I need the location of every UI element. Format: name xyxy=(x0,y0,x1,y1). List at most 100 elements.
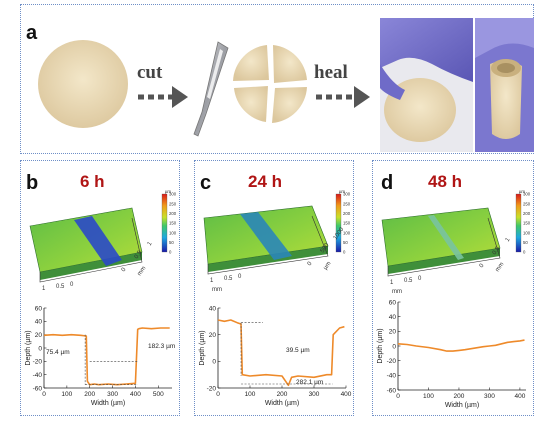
surface-y-tick: 0 xyxy=(121,266,128,273)
colorbar-tick: 100 xyxy=(343,230,351,235)
depth-profile-line xyxy=(43,327,170,386)
depth-profile-line xyxy=(397,339,525,352)
colorbar-tick: 0 xyxy=(343,250,346,255)
heal-label: heal xyxy=(314,62,348,83)
measurement-annotation: 282.1 µm xyxy=(296,379,323,386)
surface-y-tick: 0.5 xyxy=(492,245,502,256)
surface-x-tick: 1 xyxy=(42,286,46,292)
colorbar-tick: 200 xyxy=(343,211,351,216)
panel-b-label: b xyxy=(26,172,39,194)
surface-y-tick: 0 xyxy=(479,262,486,269)
cut-arrow xyxy=(138,86,188,108)
y-axis-label: Depth (µm) xyxy=(377,328,384,363)
colorbar-tick: 150 xyxy=(343,221,351,226)
x-tick-label: 400 xyxy=(341,391,352,398)
surface-frame xyxy=(207,215,329,275)
x-tick-label: 200 xyxy=(84,391,95,398)
colorbar-tick: 250 xyxy=(523,201,531,206)
cut-label: cut xyxy=(137,62,163,83)
surface-x-tick: 1 xyxy=(210,278,214,284)
colorbar-tick: 150 xyxy=(169,221,177,226)
surface-y-unit: mm xyxy=(495,262,506,274)
surface-y-tick: 0.5 xyxy=(134,249,144,260)
surface-scar xyxy=(428,215,464,260)
surface-y-tick: 500 xyxy=(320,242,331,254)
x-axis-label: Width (µm) xyxy=(265,400,299,407)
surface-frame xyxy=(387,217,501,277)
colorbar xyxy=(515,193,522,253)
surface-x-tick: 0 xyxy=(238,274,242,280)
surface-y-tick: 0 xyxy=(307,260,314,267)
surface-scar xyxy=(240,212,292,260)
panel-b xyxy=(20,160,180,416)
surface-x-tick: 0.5 xyxy=(224,276,233,282)
colorbar-unit: µm xyxy=(519,189,526,194)
panel-d-label: d xyxy=(381,172,394,194)
colorbar-tick: 250 xyxy=(169,201,177,206)
colorbar-tick: 100 xyxy=(523,230,531,235)
y-tick-label: 40 xyxy=(35,319,43,326)
x-tick-label: 300 xyxy=(309,391,320,398)
y-tick-label: 60 xyxy=(389,299,397,306)
depth-profile-line xyxy=(217,319,345,387)
scalpel-icon xyxy=(193,41,229,137)
y-tick-label: 40 xyxy=(209,305,217,312)
y-tick-label: 20 xyxy=(35,332,43,339)
surface-y-unit: µm xyxy=(323,261,333,271)
x-tick-label: 300 xyxy=(484,393,495,400)
surface-x-tick: 1 xyxy=(390,280,394,286)
surface-front-wall xyxy=(388,248,500,274)
y-tick-label: -40 xyxy=(33,372,43,379)
surface-x-tick: 0 xyxy=(418,276,422,282)
y-tick-label: -20 xyxy=(33,359,43,366)
y-tick-label: -60 xyxy=(33,385,43,392)
panel-d-depth-chart: -60 -40 -20 0 20 40 60 0 100 200 300 400 Width (µm) D… xyxy=(377,299,526,409)
y-tick-label: 20 xyxy=(389,329,397,336)
colorbar-tick: 150 xyxy=(523,221,531,226)
heal-arrow xyxy=(316,86,370,108)
x-tick-label: 0 xyxy=(42,391,46,398)
x-tick-label: 500 xyxy=(153,391,164,398)
panel-d xyxy=(372,160,534,416)
rolled-film-photo xyxy=(475,18,534,152)
panel-b-depth-chart: -60 -40 -20 0 20 40 60 0 100 200 300 400 500 Width (µ… xyxy=(25,305,175,407)
colorbar-tick: 50 xyxy=(169,240,174,245)
x-axis-label: Width (µm) xyxy=(445,402,479,409)
surface-scar xyxy=(74,216,122,266)
x-axis-label: Width (µm) xyxy=(91,400,125,407)
x-tick-label: 100 xyxy=(61,391,72,398)
panel-c xyxy=(194,160,354,416)
y-tick-label: -40 xyxy=(387,373,397,380)
colorbar-tick: 100 xyxy=(169,230,177,235)
surface-y-tick: 1 xyxy=(147,240,154,247)
x-tick-label: 0 xyxy=(396,393,400,400)
surface-front-wall xyxy=(208,246,328,272)
x-tick-label: 0 xyxy=(216,391,220,398)
x-tick-label: 300 xyxy=(107,391,118,398)
colorbar-unit: µm xyxy=(339,189,346,194)
colorbar-tick: 300 xyxy=(343,192,351,197)
colorbar-tick: 250 xyxy=(343,201,351,206)
colorbar xyxy=(335,193,342,253)
intact-film-disc xyxy=(38,40,128,128)
surface-frame xyxy=(39,217,143,283)
panel-d-time: 48 h xyxy=(428,172,463,191)
surface-top xyxy=(381,207,501,267)
surface-x-tick: 0.5 xyxy=(404,278,413,284)
colorbar-tick: 50 xyxy=(343,240,348,245)
colorbar-tick: 0 xyxy=(523,250,526,255)
measurement-annotation: 39.5 µm xyxy=(286,347,310,354)
y-tick-label: 60 xyxy=(35,305,43,312)
panel-a-label: a xyxy=(26,22,38,44)
x-tick-label: 200 xyxy=(454,393,465,400)
x-tick-label: 200 xyxy=(277,391,288,398)
x-tick-label: 400 xyxy=(130,391,141,398)
panel-c-time: 24 h xyxy=(248,172,283,191)
colorbar-tick: 0 xyxy=(169,250,172,255)
colorbar-tick: 300 xyxy=(523,192,531,197)
colorbar-tick: 200 xyxy=(169,211,177,216)
panel-c-label: c xyxy=(200,172,212,194)
